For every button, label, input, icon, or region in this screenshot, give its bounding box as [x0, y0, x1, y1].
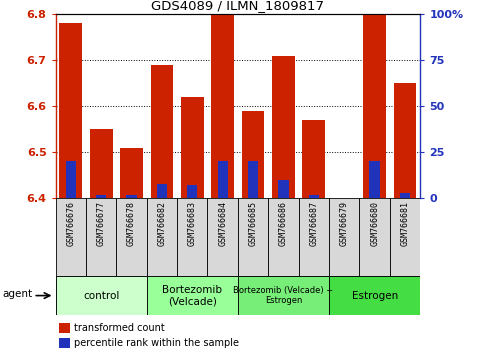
Text: Bortezomib (Velcade) +
Estrogen: Bortezomib (Velcade) + Estrogen — [233, 286, 334, 305]
Bar — [298, 198, 329, 276]
Text: transformed count: transformed count — [74, 322, 165, 332]
Bar — [394, 83, 416, 198]
Bar — [302, 120, 325, 198]
Text: GSM766685: GSM766685 — [249, 201, 257, 246]
Text: GSM766677: GSM766677 — [97, 201, 106, 246]
Bar — [208, 198, 238, 276]
Bar — [116, 198, 147, 276]
Text: percentile rank within the sample: percentile rank within the sample — [74, 338, 239, 348]
Bar — [59, 23, 82, 198]
Bar — [238, 198, 268, 276]
Bar — [151, 65, 173, 198]
Text: GSM766686: GSM766686 — [279, 201, 288, 246]
Text: agent: agent — [3, 289, 33, 299]
Text: control: control — [83, 291, 119, 301]
Bar — [248, 161, 258, 198]
Bar — [120, 148, 143, 198]
Text: Estrogen: Estrogen — [352, 291, 398, 301]
Bar — [329, 276, 420, 315]
Bar — [309, 195, 319, 198]
Bar — [272, 56, 295, 198]
Bar — [86, 198, 116, 276]
Bar — [90, 129, 113, 198]
Bar — [147, 276, 238, 315]
Bar — [390, 198, 420, 276]
Bar — [268, 198, 298, 276]
Bar — [211, 14, 234, 198]
Text: GSM766687: GSM766687 — [309, 201, 318, 246]
Bar — [400, 193, 410, 198]
Bar — [369, 161, 380, 198]
Text: Bortezomib
(Velcade): Bortezomib (Velcade) — [162, 285, 222, 307]
Text: GSM766683: GSM766683 — [188, 201, 197, 246]
Text: GSM766682: GSM766682 — [157, 201, 167, 246]
Text: GSM766679: GSM766679 — [340, 201, 349, 246]
Bar — [66, 161, 76, 198]
Text: GSM766681: GSM766681 — [400, 201, 410, 246]
Bar — [157, 183, 167, 198]
Bar — [363, 14, 386, 198]
Bar — [217, 161, 228, 198]
Bar — [59, 338, 70, 348]
Bar — [181, 97, 204, 198]
Bar — [278, 180, 288, 198]
Text: GSM766678: GSM766678 — [127, 201, 136, 246]
Bar — [56, 198, 86, 276]
Bar — [187, 185, 198, 198]
Bar — [329, 198, 359, 276]
Bar — [242, 111, 265, 198]
Text: GSM766676: GSM766676 — [66, 201, 75, 246]
Title: GDS4089 / ILMN_1809817: GDS4089 / ILMN_1809817 — [151, 0, 325, 12]
Bar — [127, 195, 137, 198]
Bar — [147, 198, 177, 276]
Text: GSM766684: GSM766684 — [218, 201, 227, 246]
Bar — [238, 276, 329, 315]
Bar — [359, 198, 390, 276]
Bar — [177, 198, 208, 276]
Bar — [56, 276, 147, 315]
Bar — [59, 323, 70, 333]
Bar — [96, 195, 106, 198]
Text: GSM766680: GSM766680 — [370, 201, 379, 246]
